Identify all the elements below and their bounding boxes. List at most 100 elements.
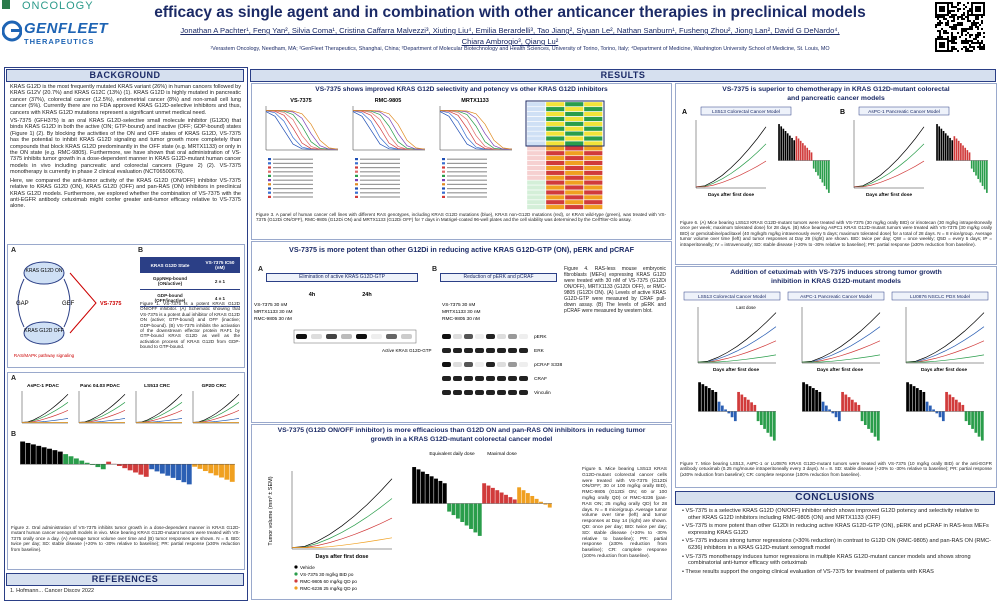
legend-swatch bbox=[268, 166, 271, 168]
heat-cell bbox=[565, 141, 584, 146]
heat-cell bbox=[546, 151, 565, 156]
qr-cell bbox=[965, 48, 967, 50]
qr-cell bbox=[939, 20, 941, 22]
conclusion-item: VS-7375 monotherapy induces tumor regres… bbox=[680, 554, 992, 567]
response-bar bbox=[708, 388, 711, 411]
qr-cell bbox=[975, 22, 977, 24]
qr-cell bbox=[967, 42, 969, 44]
curve bbox=[802, 341, 880, 362]
blot-band bbox=[442, 348, 451, 353]
qr-cell bbox=[967, 20, 969, 22]
heat-cell bbox=[527, 185, 546, 190]
box-title: VS-7375 is superior to chemotherapy in K… bbox=[676, 86, 996, 103]
response-bar bbox=[495, 490, 499, 503]
response-bar bbox=[425, 474, 429, 504]
results-box-3: VS-7375 (G12D ON/OFF inhibitor) is more … bbox=[251, 424, 672, 600]
conclusion-item: VS-7375 is a selective KRAS G12D (ON/OFF… bbox=[680, 508, 992, 521]
response-bar bbox=[430, 476, 434, 503]
legend-swatch bbox=[355, 179, 358, 181]
qr-cell bbox=[977, 40, 979, 42]
blot-band bbox=[475, 362, 484, 367]
qr-cell bbox=[961, 22, 963, 24]
response-bar bbox=[945, 392, 948, 411]
heat-cell bbox=[565, 136, 584, 141]
response-bar bbox=[452, 504, 456, 516]
qr-cell bbox=[983, 14, 985, 16]
heat-cell bbox=[546, 112, 565, 117]
qr-cell bbox=[947, 36, 949, 38]
qr-cell bbox=[965, 40, 967, 42]
qr-cell bbox=[949, 26, 951, 28]
curve bbox=[266, 112, 338, 150]
response-bar bbox=[906, 382, 909, 411]
qr-cell bbox=[939, 38, 941, 40]
curve bbox=[353, 111, 425, 149]
blot-band bbox=[464, 348, 473, 353]
blot-band bbox=[442, 334, 451, 339]
qr-cell bbox=[975, 18, 977, 20]
response-bar bbox=[101, 464, 106, 469]
response-bar bbox=[818, 392, 821, 411]
response-bar bbox=[932, 409, 935, 411]
response-bar bbox=[160, 464, 165, 473]
heat-cell bbox=[584, 161, 603, 166]
qr-cell bbox=[943, 46, 945, 48]
qr-cell bbox=[941, 42, 943, 44]
response-bar bbox=[740, 395, 743, 412]
qr-cell bbox=[951, 38, 953, 40]
qr-cell bbox=[977, 26, 979, 28]
qr-cell bbox=[965, 46, 967, 48]
response-bar bbox=[828, 161, 830, 193]
blot-band bbox=[486, 362, 495, 367]
qr-cell bbox=[969, 8, 971, 10]
legend-text-line bbox=[273, 159, 313, 160]
response-bar bbox=[214, 464, 219, 475]
qr-cell bbox=[977, 14, 979, 16]
label: Days after first dose bbox=[866, 192, 912, 198]
panel-title: Reduction of pERK and pCRAF bbox=[440, 273, 557, 282]
legend-swatch bbox=[442, 162, 445, 164]
response-bar bbox=[954, 136, 956, 160]
response-bar bbox=[935, 411, 938, 413]
response-bar bbox=[487, 486, 491, 504]
qr-cell bbox=[935, 16, 937, 18]
qr-cell bbox=[955, 36, 957, 38]
qr-cell bbox=[971, 40, 973, 42]
qr-cell bbox=[941, 44, 943, 46]
curve bbox=[292, 518, 392, 548]
response-bar bbox=[63, 454, 68, 464]
qr-cell bbox=[979, 10, 981, 12]
qr-cell bbox=[937, 50, 939, 52]
heat-cell bbox=[527, 122, 546, 127]
qr-cell bbox=[939, 30, 941, 32]
qr-cell bbox=[951, 10, 953, 12]
curve bbox=[266, 111, 338, 150]
label: Vinculin bbox=[534, 390, 551, 396]
heat-cell bbox=[565, 122, 584, 127]
qr-cell bbox=[963, 14, 965, 16]
response-bar bbox=[787, 133, 789, 160]
blot-band bbox=[453, 362, 462, 367]
heat-cell bbox=[565, 176, 584, 181]
blot-band bbox=[508, 362, 517, 367]
response-bar bbox=[757, 411, 760, 421]
table-cell: 2 ± 1 bbox=[200, 273, 240, 290]
response-bar bbox=[770, 411, 773, 436]
qr-cell bbox=[951, 48, 953, 50]
qr-cell bbox=[971, 14, 973, 16]
qr-cell bbox=[961, 28, 963, 30]
response-bar bbox=[773, 411, 776, 440]
heat-cell bbox=[546, 107, 565, 112]
heat-cell bbox=[546, 180, 565, 185]
legend-swatch bbox=[268, 187, 271, 189]
response-bar bbox=[26, 443, 31, 464]
legend-text-line bbox=[360, 175, 400, 176]
qr-cell bbox=[937, 14, 939, 16]
response-bar bbox=[58, 452, 63, 465]
label: RMC-9805 60 mg/kg QD po bbox=[300, 579, 357, 584]
response-bar bbox=[417, 469, 421, 503]
blot-band bbox=[464, 334, 473, 339]
qr-cell bbox=[969, 50, 971, 52]
heat-cell bbox=[546, 176, 565, 181]
